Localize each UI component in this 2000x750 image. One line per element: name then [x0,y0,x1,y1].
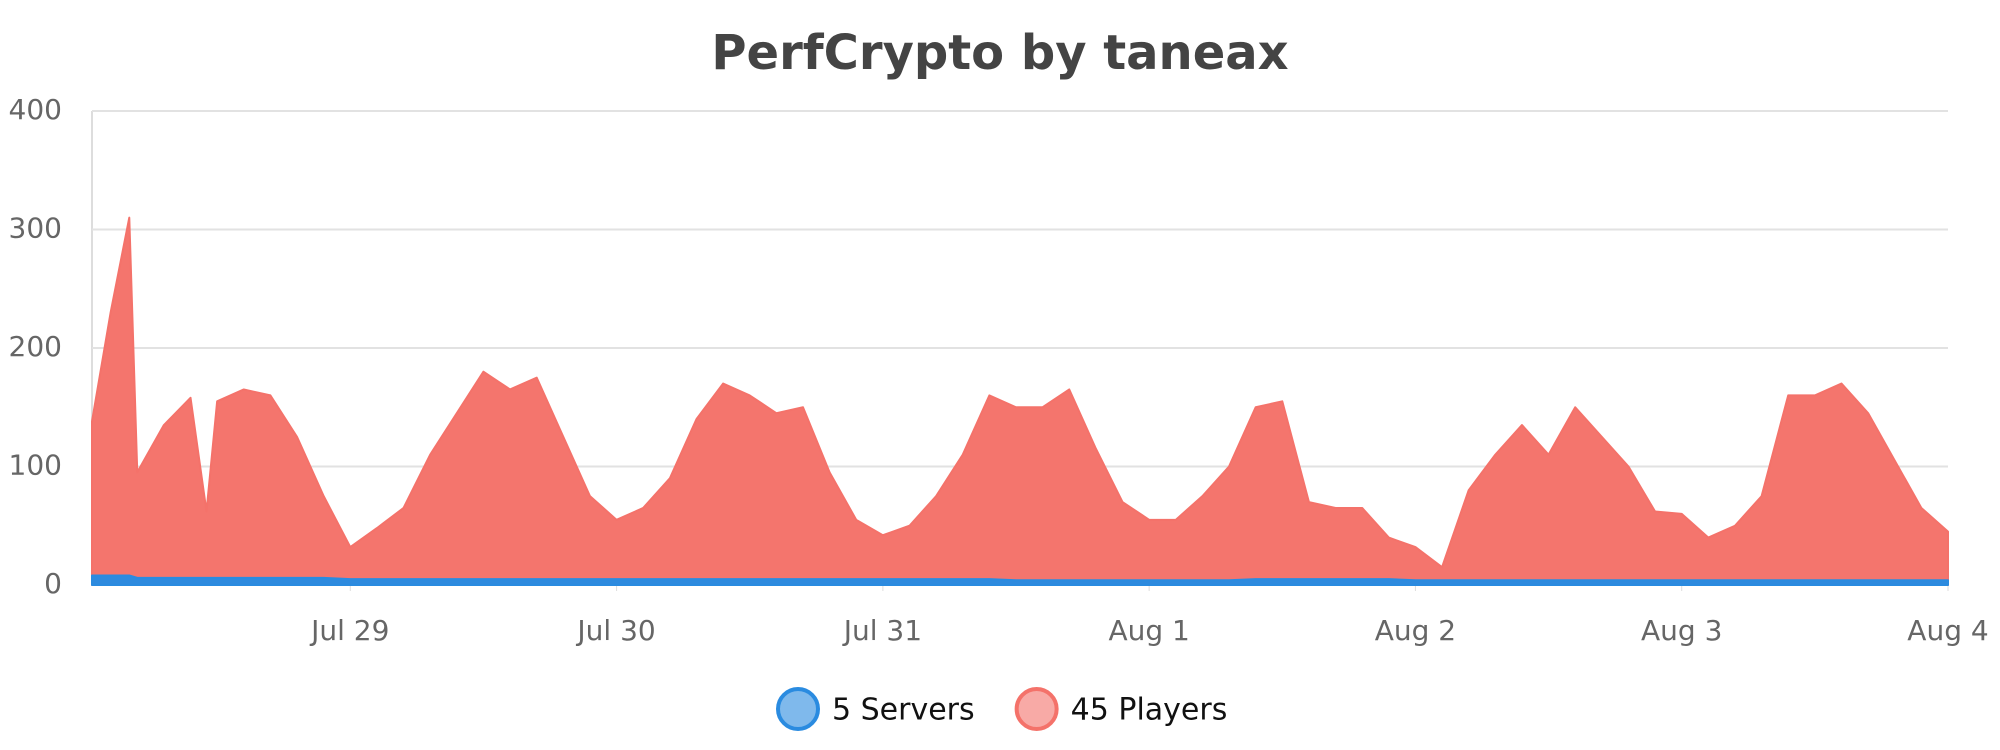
x-tick-label: Jul 29 [309,614,389,647]
y-tick-label: 100 [9,449,62,482]
x-tick-label: Jul 30 [575,614,655,647]
x-tick-label: Aug 4 [1907,614,1988,647]
legend-label[interactable]: 5 Servers [832,693,975,728]
x-tick-label: Jul 31 [842,614,922,647]
area [91,574,1949,586]
y-tick-label: 300 [9,212,62,245]
y-tick-label: 200 [9,330,62,363]
legend-label[interactable]: 45 Players [1071,693,1228,728]
area [91,216,1949,586]
x-tick-label: Aug 1 [1108,614,1189,647]
x-tick-label: Aug 2 [1375,614,1456,647]
legend-marker[interactable] [776,687,820,731]
chart-title: PerfCrypto by taneax [711,25,1288,81]
y-tick-label: 0 [44,567,62,600]
y-tick-label: 400 [9,93,62,126]
x-tick-label: Aug 3 [1641,614,1722,647]
legend-marker[interactable] [1014,687,1059,731]
